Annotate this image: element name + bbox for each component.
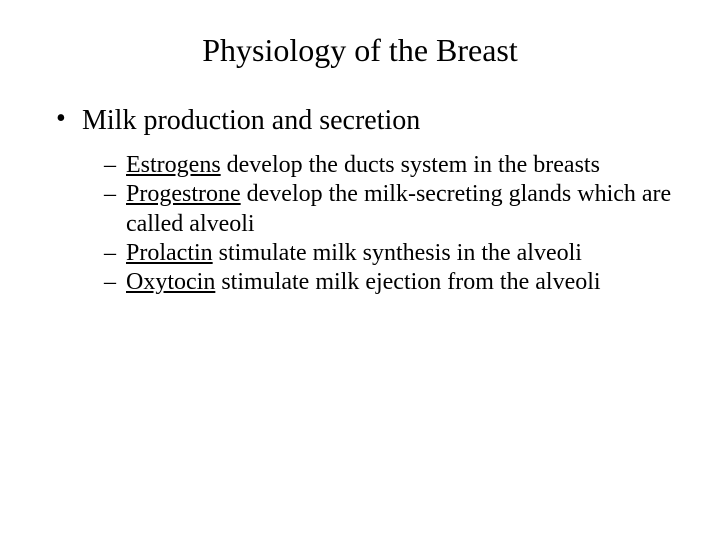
sub-bullet-1: Estrogens develop the ducts system in th…	[104, 151, 672, 180]
bullet-level1-text: Milk production and secretion	[82, 105, 420, 136]
slide-title: Physiology of the Breast	[48, 32, 672, 69]
sub-bullet-1-key: Estrogens	[126, 152, 221, 178]
bullet-level1: Milk production and secretion	[56, 105, 672, 137]
sub-bullet-list: Estrogens develop the ducts system in th…	[104, 151, 672, 297]
sub-bullet-3: Prolactin stimulate milk synthesis in th…	[104, 239, 672, 268]
sub-bullet-4: Oxytocin stimulate milk ejection from th…	[104, 268, 672, 297]
sub-bullet-2: Progestrone develop the milk-secreting g…	[104, 180, 672, 239]
sub-bullet-3-rest: stimulate milk synthesis in the alveoli	[213, 240, 582, 266]
sub-bullet-4-key: Oxytocin	[126, 269, 215, 295]
sub-bullet-3-key: Prolactin	[126, 240, 213, 266]
sub-bullet-4-rest: stimulate milk ejection from the alveoli	[215, 269, 600, 295]
sub-bullet-2-key: Progestrone	[126, 181, 241, 207]
sub-bullet-1-rest: develop the ducts system in the breasts	[221, 152, 600, 178]
slide: Physiology of the Breast Milk production…	[0, 0, 720, 540]
